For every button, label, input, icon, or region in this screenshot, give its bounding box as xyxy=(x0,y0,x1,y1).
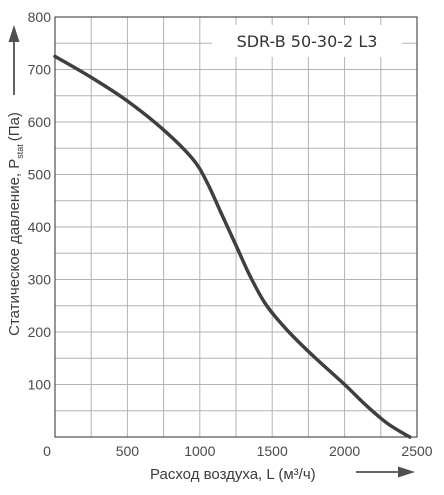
y-tick-label: 500 xyxy=(28,167,52,183)
x-tick-label: 2500 xyxy=(401,443,432,459)
grid xyxy=(55,17,417,437)
x-tick-label: 0 xyxy=(43,443,51,459)
x-tick-label: 500 xyxy=(116,443,140,459)
y-axis-title-subscript: stat xyxy=(15,144,25,159)
y-tick-label: 700 xyxy=(28,62,52,78)
svg-text:Статическое давление, Pstat(Па: Статическое давление, Pstat (Па) xyxy=(6,112,25,336)
x-tick-label: 1500 xyxy=(257,443,288,459)
y-axis-title-unit: (Па) xyxy=(6,112,23,141)
y-tick-label: 100 xyxy=(28,377,52,393)
y-tick-label: 800 xyxy=(28,9,52,25)
y-axis-arrow xyxy=(8,25,20,95)
y-tick-label: 300 xyxy=(28,272,52,288)
y-tick-label: 400 xyxy=(28,219,52,235)
x-tick-labels: 0 500 1000 1500 2000 2500 xyxy=(43,443,433,459)
plot-frame xyxy=(54,16,418,438)
y-axis-title-main: Статическое давление, P xyxy=(6,159,23,336)
x-tick-label: 2000 xyxy=(329,443,360,459)
model-label-box xyxy=(212,25,402,57)
x-axis-title: Расход воздуха, L (м³/ч) xyxy=(150,466,316,483)
series-line xyxy=(53,54,412,439)
y-tick-label: 200 xyxy=(28,324,52,340)
y-axis-title: Статическое давление, Pstat (Па) xyxy=(6,112,25,336)
x-axis-arrow xyxy=(356,466,415,478)
y-tick-label: 600 xyxy=(28,114,52,130)
model-label: SDR-B 50-30-2 L3 xyxy=(237,32,378,51)
x-tick-label: 1000 xyxy=(184,443,215,459)
y-tick-labels: 100 200 300 400 500 600 700 800 xyxy=(28,9,52,393)
